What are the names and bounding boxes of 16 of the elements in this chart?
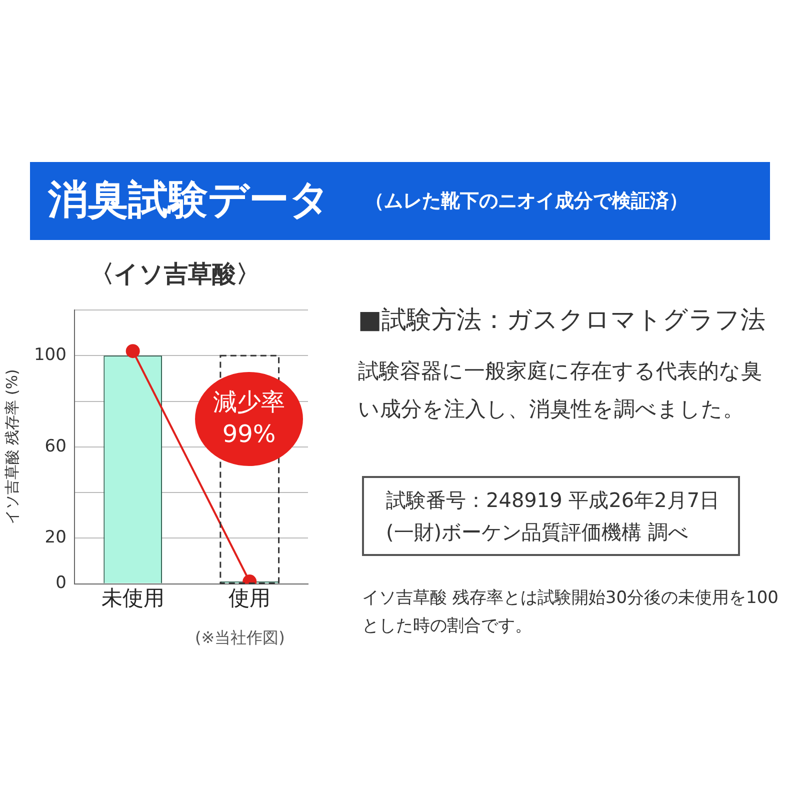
y-axis-title: イソ吉草酸 残存率 (%) [2,369,21,525]
text: 消臭試験データ [48,176,330,225]
y-tick-label: 100 [34,345,66,366]
y-tick-label: 20 [44,528,66,548]
chart-title: 〈イソ吉草酸〉 [90,259,260,290]
text: イソ吉草酸 残存率とは試験開始30分後の未使用を100とした時の割合です。 [362,587,780,638]
x-tick-label: 使用 [228,586,271,610]
x-tick-label: 未使用 [101,586,164,610]
text: 試験番号：248919 平成26年2月7日 (一財)ボーケン品質評価機構 調べ [362,476,740,556]
y-tick-label: 60 [44,436,66,456]
text: 試験容器に一般家庭に存在する代表的な臭い成分を注入し、消臭性を調べました。 [358,358,763,423]
text: （ムレた靴下のニオイ成分で検証済） [365,189,688,214]
text: (※当社作図) [195,628,285,649]
speech-bubble: 減少率 99% [195,372,303,466]
text: ■試験方法：ガスクロマトグラフ法 [358,304,766,336]
y-tick-label: 0 [56,573,66,594]
